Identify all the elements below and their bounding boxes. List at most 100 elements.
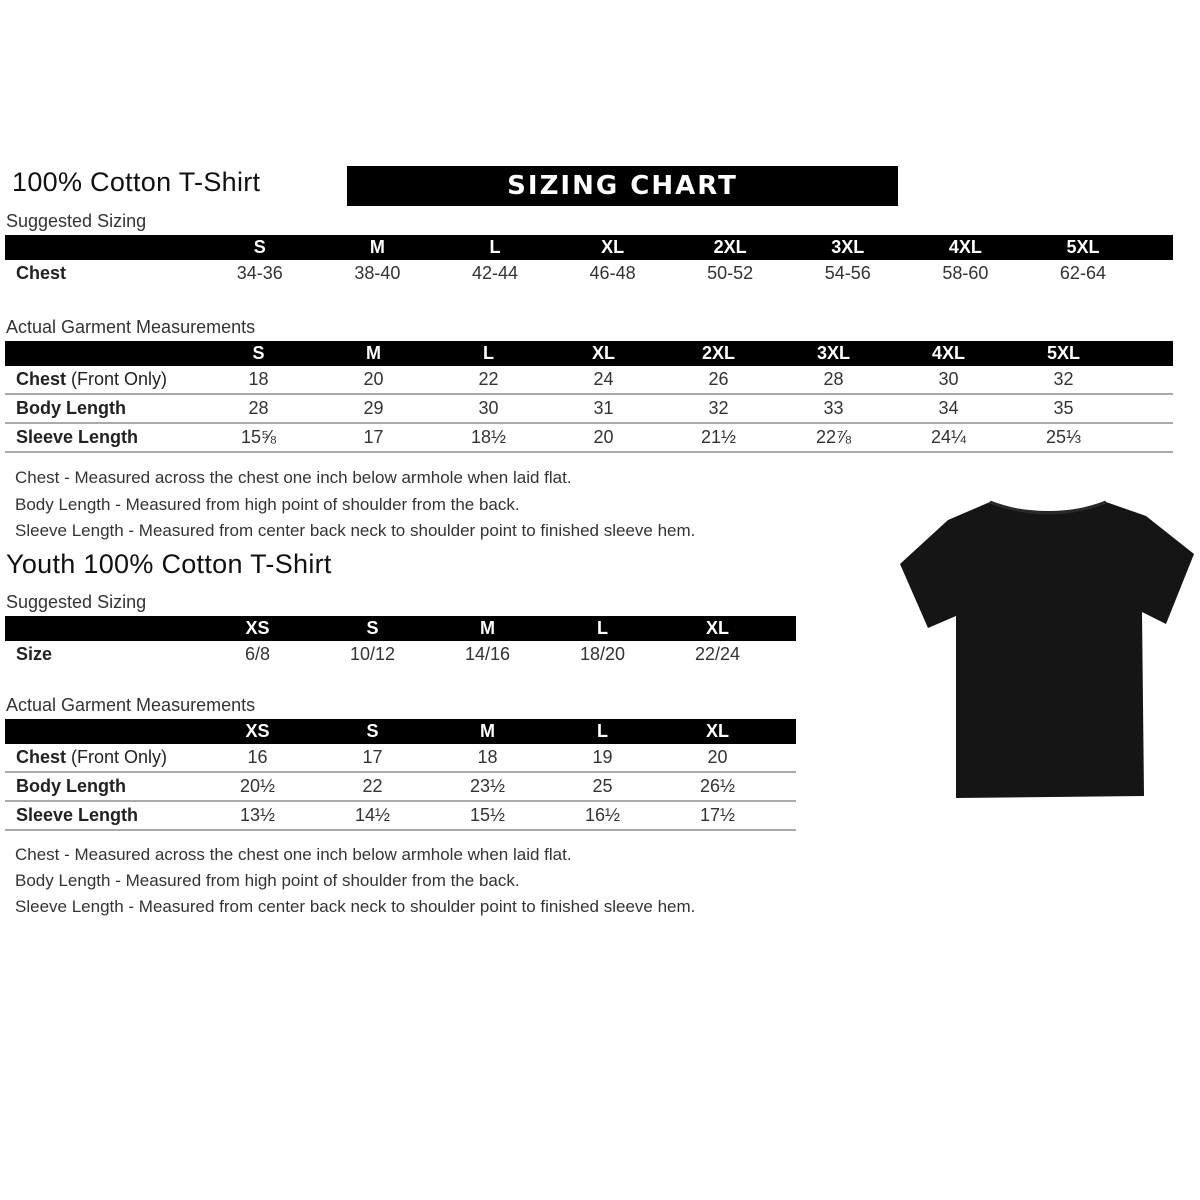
cell: 19 (545, 744, 660, 773)
cell: 22 (315, 772, 430, 802)
size-header: 3XL (788, 235, 907, 260)
cell: 17 (316, 423, 431, 453)
size-header: M (318, 235, 437, 260)
header-row: S M L XL 2XL 3XL 4XL 5XL (5, 341, 1173, 366)
row-label-text: Sleeve Length (16, 805, 139, 825)
size-header: M (430, 719, 545, 744)
cell: 54-56 (824, 263, 871, 283)
size-header: S (315, 719, 430, 744)
header-blank (1121, 341, 1173, 366)
size-header: XL (553, 235, 672, 260)
cell: 42-44 (471, 263, 518, 283)
cell: 32 (1006, 366, 1121, 395)
size-header: 5XL (1024, 235, 1142, 260)
youth-suggested-label: Suggested Sizing (6, 592, 147, 612)
cell: 6/8 (244, 644, 271, 664)
cell: 14½ (315, 801, 430, 831)
row-label: Chest (Front Only) (5, 366, 201, 395)
size-header: XL (660, 616, 775, 641)
size-header: S (201, 235, 319, 260)
cell: 50-52 (707, 263, 754, 283)
sizing-chart-banner: SIZING CHART (347, 166, 898, 206)
cell: 21½ (661, 423, 776, 453)
table-row: Body Length 20½ 22 23½ 25 26½ (5, 772, 796, 802)
cell-blank (1121, 394, 1173, 424)
row-label-text: Chest (16, 369, 67, 389)
cell-blank (1121, 366, 1173, 395)
cell: 32 (661, 394, 776, 424)
cell: 58-60 (942, 263, 989, 283)
cell: 28 (776, 366, 891, 395)
cell: 33 (776, 394, 891, 424)
row-label-note: (Front Only) (71, 747, 168, 767)
size-header: XL (660, 719, 775, 744)
row-label: Size (5, 641, 200, 668)
cell: 20 (546, 423, 661, 453)
cell: 62-64 (1059, 263, 1106, 283)
row-label: Chest (5, 260, 201, 287)
size-header: 4XL (891, 341, 1006, 366)
row-label-text: Body Length (16, 398, 126, 418)
header-row: XS S M L XL (5, 719, 796, 744)
header-blank (775, 719, 796, 744)
cell-blank (1142, 260, 1173, 287)
cell-blank (775, 641, 796, 668)
adult-suggested-table: S M L XL 2XL 3XL 4XL 5XL Chest 34-36 38-40 42-44 46-… (5, 235, 1173, 287)
cell: 26½ (660, 772, 775, 802)
cell: 18½ (431, 423, 546, 453)
header-row: XS S M L XL (5, 616, 796, 641)
size-header: 4XL (906, 235, 1025, 260)
cell: 38-40 (354, 263, 401, 283)
cell: 20½ (200, 772, 315, 802)
row-label: Body Length (5, 772, 200, 802)
row-label: Body Length (5, 394, 201, 424)
size-header: 3XL (776, 341, 891, 366)
cell: 17½ (660, 801, 775, 831)
cell: 25 (545, 772, 660, 802)
cell: 29 (316, 394, 431, 424)
size-header: 5XL (1006, 341, 1121, 366)
cell: 15⅝ (201, 423, 316, 453)
table-row: Body Length 28 29 30 31 32 33 34 35 (5, 394, 1173, 424)
size-header: L (545, 719, 660, 744)
header-blank (5, 719, 200, 744)
cell: 46-48 (589, 263, 636, 283)
youth-note-body: Body Length - Measured from high point o… (15, 871, 520, 890)
size-header: L (436, 235, 554, 260)
row-label-text: Size (16, 644, 53, 664)
adult-actual-table: S M L XL 2XL 3XL 4XL 5XL Chest (Front Only) 18 20 2… (5, 341, 1173, 453)
row-label: Sleeve Length (5, 423, 201, 453)
cell: 18 (430, 744, 545, 773)
table-row: Chest 34-36 38-40 42-44 46-48 50-52 54-56 58-60… (5, 260, 1173, 287)
cell: 23½ (430, 772, 545, 802)
row-label-text: Sleeve Length (16, 427, 139, 447)
cell: 31 (546, 394, 661, 424)
header-blank (5, 235, 201, 260)
cell: 26 (661, 366, 776, 395)
adult-note-chest: Chest - Measured across the chest one in… (15, 468, 572, 487)
header-blank (1141, 235, 1173, 260)
black-tshirt-icon (900, 500, 1194, 798)
cell: 30 (431, 394, 546, 424)
cell: 18 (201, 366, 316, 395)
size-header: XS (200, 616, 315, 641)
size-header: L (545, 616, 660, 641)
youth-note-chest: Chest - Measured across the chest one in… (15, 845, 572, 864)
header-blank (775, 616, 796, 641)
youth-note-sleeve: Sleeve Length - Measured from center bac… (15, 897, 696, 916)
youth-actual-label: Actual Garment Measurements (6, 695, 256, 715)
size-header: 2XL (671, 235, 789, 260)
cell: 28 (201, 394, 316, 424)
adult-note-sleeve: Sleeve Length - Measured from center bac… (15, 521, 696, 540)
cell-blank (775, 772, 796, 802)
youth-actual-table: XS S M L XL Chest (Front Only) 16 17 18 19 20 Body … (5, 719, 796, 831)
cell-blank (1121, 423, 1173, 453)
table-row: Chest (Front Only) 16 17 18 19 20 (5, 744, 796, 773)
header-blank (5, 341, 201, 366)
cell: 34 (891, 394, 1006, 424)
adult-actual-label: Actual Garment Measurements (6, 317, 256, 337)
cell-blank (775, 744, 796, 773)
header-blank (5, 616, 200, 641)
row-label-note: (Front Only) (71, 369, 168, 389)
